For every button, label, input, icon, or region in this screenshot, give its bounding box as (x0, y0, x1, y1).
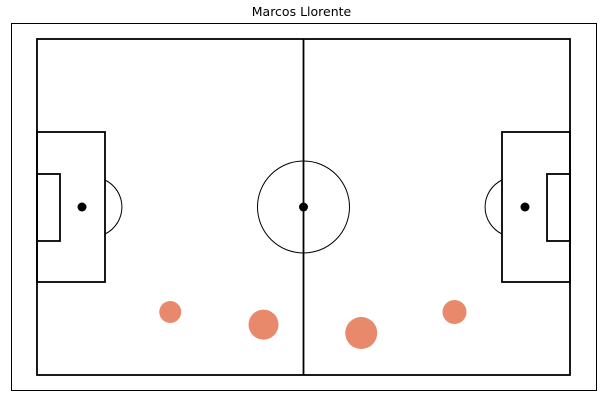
data-point (248, 309, 279, 340)
pitch-markings (36, 38, 571, 376)
data-point (442, 300, 467, 324)
right-penalty-spot (520, 202, 530, 212)
left-penalty-area (36, 131, 106, 283)
data-points (159, 300, 467, 349)
left-penalty-spot (77, 202, 87, 212)
left-six-yard-box (36, 173, 61, 242)
chart-title: Marcos Llorente (251, 4, 352, 19)
center-spot (299, 202, 308, 212)
center-circle (257, 160, 350, 254)
left-penalty-arc (104, 179, 123, 235)
data-point (345, 317, 378, 349)
right-six-yard-box (546, 173, 571, 242)
figure-frame (11, 23, 597, 391)
right-penalty-arc (484, 179, 503, 235)
right-penalty-area (501, 131, 571, 283)
data-point (159, 301, 182, 323)
